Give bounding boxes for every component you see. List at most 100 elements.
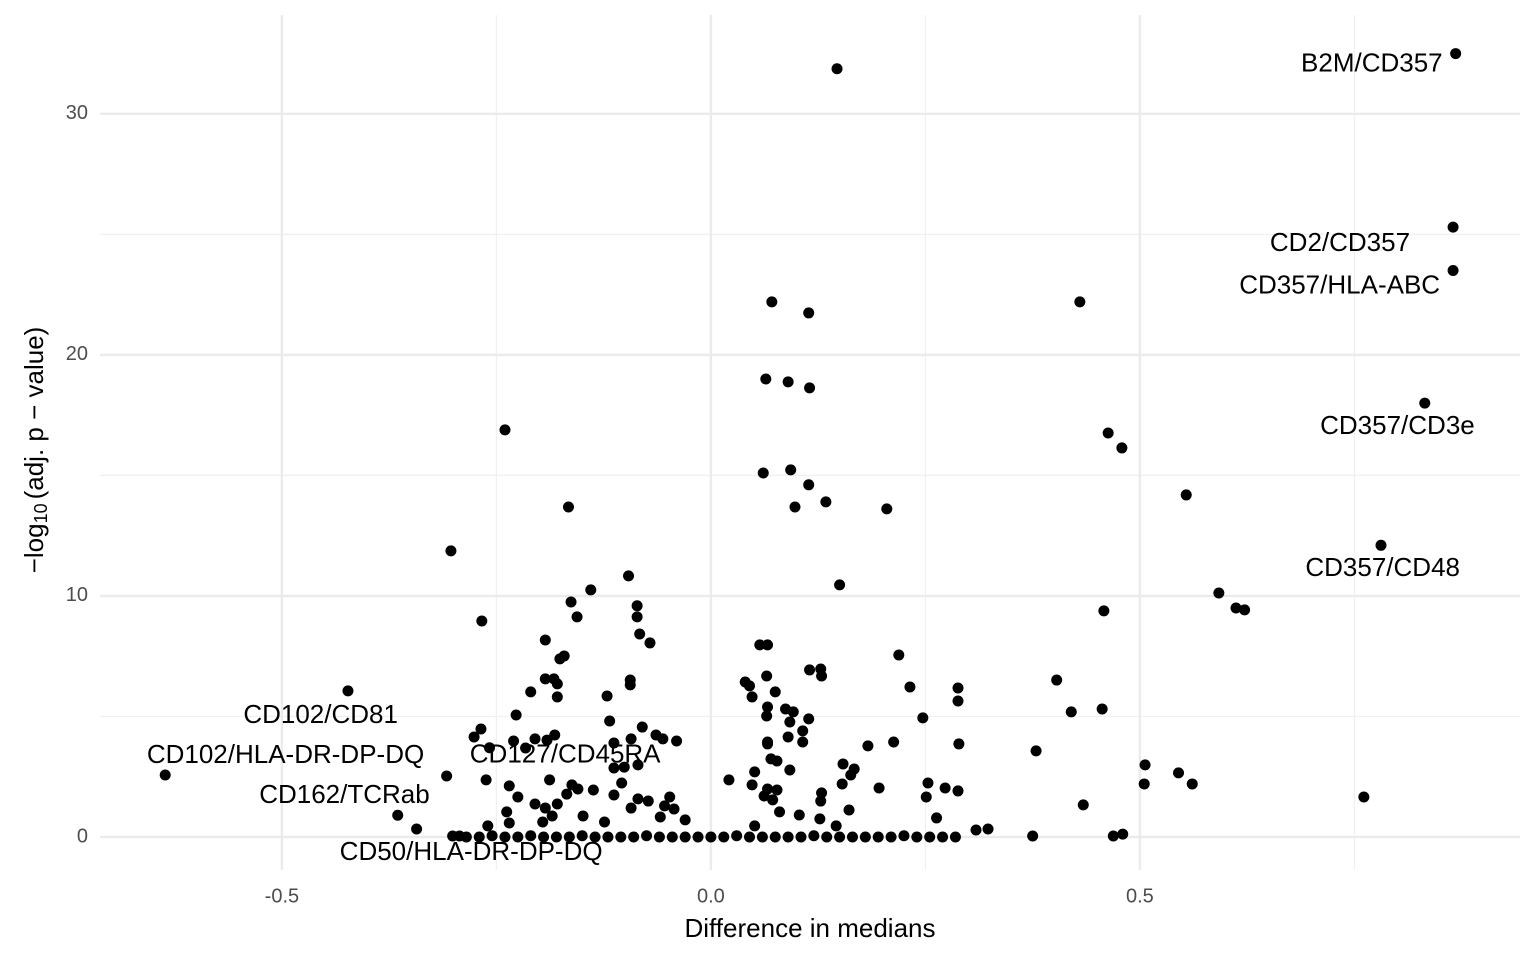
point <box>671 735 683 747</box>
point <box>804 664 816 676</box>
point <box>797 725 809 737</box>
point <box>562 501 574 513</box>
point <box>546 810 558 822</box>
point <box>572 783 584 795</box>
point <box>757 467 769 479</box>
point <box>599 816 611 828</box>
point-label: CD102/CD81 <box>243 699 398 729</box>
point <box>1074 296 1086 308</box>
point <box>486 830 498 842</box>
point <box>602 831 614 843</box>
point <box>1230 602 1242 614</box>
point <box>816 787 828 799</box>
point <box>1098 605 1110 617</box>
point <box>537 816 549 828</box>
point <box>756 831 768 843</box>
point <box>589 831 601 843</box>
point <box>1239 604 1251 616</box>
point <box>551 691 563 703</box>
point <box>520 742 532 754</box>
point <box>529 798 541 810</box>
point <box>1139 759 1151 771</box>
point <box>705 831 717 843</box>
point-label: CD357/HLA-ABC <box>1239 269 1440 299</box>
point <box>476 615 488 627</box>
point <box>1419 397 1431 409</box>
point <box>1447 265 1459 277</box>
point <box>653 831 665 843</box>
point <box>789 501 801 513</box>
point <box>782 831 794 843</box>
point <box>953 738 965 750</box>
point <box>538 831 550 843</box>
point <box>1102 427 1114 439</box>
point <box>758 790 770 802</box>
point <box>922 777 934 789</box>
point <box>952 785 964 797</box>
point <box>761 710 773 722</box>
y-tick-label: 20 <box>66 343 88 365</box>
point <box>632 759 644 771</box>
point <box>539 802 551 814</box>
point <box>512 791 524 803</box>
point <box>872 831 884 843</box>
point <box>618 761 630 773</box>
point <box>604 715 616 727</box>
point <box>565 596 577 608</box>
point <box>774 806 786 818</box>
point <box>625 733 637 745</box>
point <box>392 809 404 821</box>
point <box>797 736 809 748</box>
point <box>1117 828 1129 840</box>
point <box>744 831 756 843</box>
point <box>561 788 573 800</box>
point <box>834 579 846 591</box>
point <box>539 673 551 685</box>
point <box>1027 830 1039 842</box>
point <box>550 831 562 843</box>
point <box>342 685 354 697</box>
point <box>939 782 951 794</box>
point-label: CD357/CD48 <box>1305 552 1460 582</box>
point <box>769 831 781 843</box>
point <box>460 831 472 843</box>
point <box>820 496 832 508</box>
point <box>862 740 874 752</box>
point <box>784 716 796 728</box>
point <box>1173 767 1185 779</box>
point <box>771 755 783 767</box>
y-label-part: −log <box>19 523 49 573</box>
point <box>917 712 929 724</box>
point <box>525 830 537 842</box>
point <box>782 376 794 388</box>
point <box>608 789 620 801</box>
point <box>808 830 820 842</box>
point <box>631 611 643 623</box>
point <box>1030 745 1042 757</box>
point <box>787 706 799 718</box>
point <box>576 830 588 842</box>
point <box>642 795 654 807</box>
point <box>784 764 796 776</box>
point-label: CD2/CD357 <box>1270 227 1410 257</box>
x-tick-label: 0.5 <box>1126 885 1154 907</box>
point <box>793 809 805 821</box>
x-tick-label: 0.0 <box>697 885 725 907</box>
point <box>836 778 848 790</box>
point <box>608 737 620 749</box>
point <box>510 709 522 721</box>
point <box>441 770 453 782</box>
point <box>761 670 773 682</box>
point <box>159 769 171 781</box>
point <box>616 777 628 789</box>
point <box>920 791 932 803</box>
point <box>631 600 643 612</box>
y-label-sub: 10 <box>31 503 51 523</box>
point <box>577 810 589 822</box>
point <box>821 831 833 843</box>
point <box>1358 791 1370 803</box>
point <box>1107 830 1119 842</box>
y-tick-label: 0 <box>77 825 88 847</box>
